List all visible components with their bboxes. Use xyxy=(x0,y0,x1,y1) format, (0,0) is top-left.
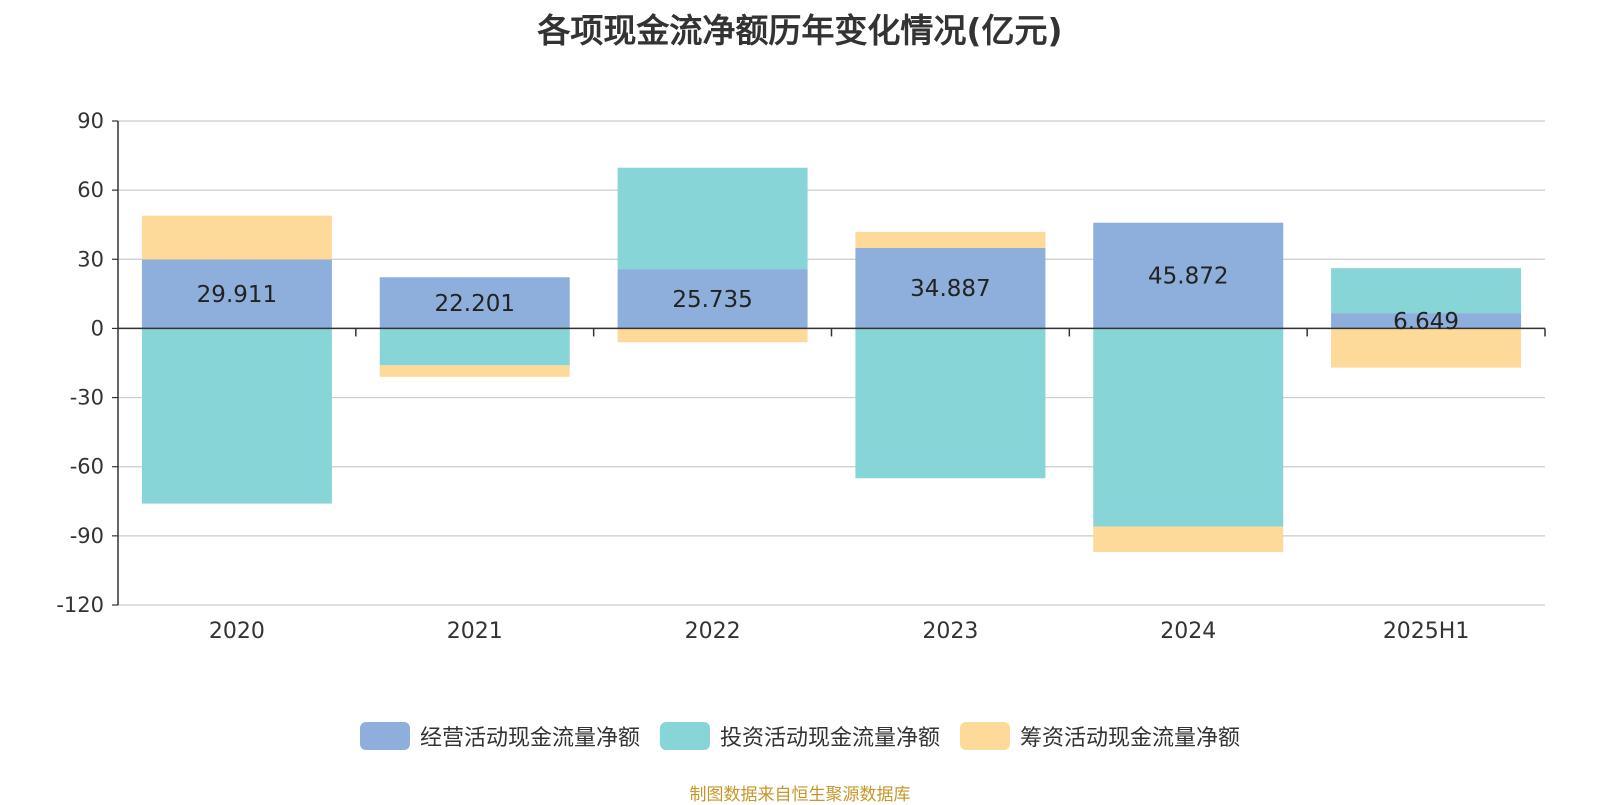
y-tick-label: -120 xyxy=(56,593,104,617)
bar-financing xyxy=(1093,526,1284,552)
chart-title: 各项现金流净额历年变化情况(亿元) xyxy=(537,11,1063,50)
bar-financing xyxy=(379,365,570,377)
bar-financing xyxy=(1331,328,1522,368)
y-tick-label: -30 xyxy=(70,386,104,410)
legend-swatch-investing xyxy=(659,722,710,750)
bar-investing xyxy=(1093,328,1284,527)
bar-investing xyxy=(855,328,1046,479)
y-tick-label: 90 xyxy=(77,109,104,133)
legend-swatch-financing xyxy=(960,722,1010,750)
x-tick-label: 2024 xyxy=(1160,619,1216,644)
legend-swatch-operating xyxy=(359,722,410,750)
data-label: 6.649 xyxy=(1393,309,1459,335)
bar-financing xyxy=(855,231,1046,249)
x-tick-label: 2023 xyxy=(922,619,978,644)
x-tick-label: 2022 xyxy=(685,619,741,644)
bar-investing xyxy=(1331,268,1522,314)
data-label: 45.872 xyxy=(1148,264,1228,290)
y-tick-label: -90 xyxy=(70,524,104,548)
y-tick-label: -60 xyxy=(70,455,104,479)
y-tick-label: 30 xyxy=(77,247,104,271)
legend: 经营活动现金流量净额 投资活动现金流量净额 筹资活动现金流量净额 xyxy=(0,720,1600,752)
bar-operating xyxy=(617,269,808,329)
x-tick-label: 2025H1 xyxy=(1383,619,1470,644)
data-label: 22.201 xyxy=(435,291,515,317)
data-label: 25.735 xyxy=(672,287,752,313)
y-tick-label: 60 xyxy=(77,178,104,202)
legend-label-investing: 投资活动现金流量净额 xyxy=(719,726,940,751)
x-tick-label: 2021 xyxy=(447,619,503,644)
legend-label-financing: 筹资活动现金流量净额 xyxy=(1020,726,1241,751)
bar-operating xyxy=(855,248,1046,329)
legend-label-operating: 经营活动现金流量净额 xyxy=(419,726,640,751)
bar-investing xyxy=(617,167,808,270)
bar-operating xyxy=(379,277,570,329)
bar-financing xyxy=(617,328,808,343)
legend-item-investing[interactable]: 投资活动现金流量净额 xyxy=(659,720,940,752)
legend-item-financing[interactable]: 筹资活动现金流量净额 xyxy=(960,720,1240,752)
bar-operating xyxy=(1331,313,1522,329)
data-label: 29.911 xyxy=(197,282,277,308)
bar-financing xyxy=(141,215,332,260)
bar-operating xyxy=(141,259,332,329)
bar-operating xyxy=(1093,222,1284,329)
data-label: 34.887 xyxy=(910,276,990,302)
x-tick-label: 2020 xyxy=(209,619,265,644)
bar-investing xyxy=(141,328,332,504)
legend-item-operating[interactable]: 经营活动现金流量净额 xyxy=(359,720,640,752)
cash-flow-bar-chart: 90 60 30 0 -30 -60 -90 -120 29.911 22.201 25.735 34… xyxy=(56,109,1546,644)
source-note: 制图数据来自恒生聚源数据库 xyxy=(689,785,911,805)
bar-investing xyxy=(379,328,570,366)
y-tick-label: 0 xyxy=(91,316,104,340)
